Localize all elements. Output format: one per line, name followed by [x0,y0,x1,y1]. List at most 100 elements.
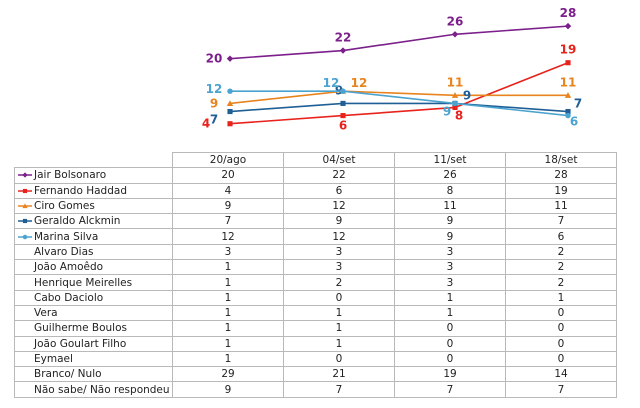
table-cell: 1 [172,274,284,291]
table-cell: 8 [394,182,506,199]
row-label: Eymael [34,353,73,365]
table-cell: 7 [394,381,506,398]
row-label-cell: Fernando Haddad [14,182,173,199]
table-cell: 3 [172,243,284,261]
table-cell: 0 [394,320,506,337]
table-cell: 3 [283,243,395,261]
data-label: 11 [560,75,577,89]
table-cell: 3 [394,243,506,261]
data-point [226,100,234,106]
legend-marker [22,188,28,193]
row-label: Vera [34,307,58,320]
series-line [230,90,569,117]
data-label: 19 [560,43,577,57]
series-group: 20 22 26 28 [206,6,577,66]
table-cell: 0 [394,335,506,352]
data-label: 12 [206,82,223,96]
row-label-cell: João Amoêdo [14,259,173,276]
table-cell: 2 [283,274,395,291]
data-label: 28 [560,6,577,20]
data-point [565,60,571,66]
table-cell: 0 [283,289,395,306]
table-cell: 0 [505,320,617,337]
table-cell: 1 [172,350,284,368]
data-point [452,104,458,111]
data-point [227,121,233,127]
table-row: Marina Silva 12 12 9 6 [14,228,617,245]
data-point [451,92,459,98]
row-label: Cabo Daciolo [34,291,104,304]
data-label: 6 [570,115,578,129]
row-label-cell: Ciro Gomes [14,197,173,215]
table-cell: 3 [394,274,506,291]
table-row: Guilherme Boulos 1 1 0 0 [14,320,617,337]
table-cell: 11 [394,197,506,215]
table-cell: 0 [505,350,617,368]
table-cell: 14 [505,366,617,383]
data-label: 12 [323,76,340,90]
data-label: 8 [455,108,463,122]
table-row: João Goulart Filho 1 1 0 0 [14,335,617,352]
data-label: 4 [202,117,210,131]
row-label: Geraldo Alckmin [34,215,121,228]
table-cell: 4 [172,182,284,199]
table-cell: 19 [505,182,617,199]
row-label-cell: Branco/ Nulo [14,366,173,383]
table-cell: 26 [394,167,506,184]
table-cell: 20 [172,167,284,184]
table-cell: 2 [505,259,617,276]
table-cell: 1 [172,320,284,337]
data-point [340,113,346,119]
table-cell: 9 [394,228,506,245]
table-cell: 6 [505,228,617,245]
row-label-cell: João Goulart Filho [14,335,173,352]
data-point [452,100,458,107]
table-row: Eymael 1 0 0 0 [14,350,617,368]
table-cell: 28 [505,167,617,184]
table-header-row: 20/ago 04/set 11/set 18/set [14,151,617,169]
table-cell: 12 [283,197,395,215]
table-cell: 2 [505,274,617,291]
series-line [229,90,568,105]
legend-key [18,217,32,225]
data-label: 7 [210,113,218,127]
legend-key [18,187,32,195]
table-cell: 22 [283,167,395,184]
series-group: 9 12 11 11 [210,75,577,110]
table-cell: 7 [505,381,617,398]
data-point [564,22,572,30]
row-label: Branco/ Nulo [34,368,102,381]
table-row: João Amoêdo 1 3 3 2 [14,259,617,276]
row-label: Marina Silva [34,230,99,243]
data-label: 9 [443,104,451,118]
data-point [451,31,459,38]
series-line [229,25,569,60]
table-cell: 0 [505,335,617,352]
row-label: Não sabe/ Não respondeu [34,383,170,396]
row-label: Ciro Gomes [34,200,95,213]
table-row: Henrique Meirelles 1 2 3 2 [14,274,617,291]
series-group: 12 12 9 6 [206,76,579,128]
row-label: Guilherme Boulos [34,322,127,335]
table-cell: 19 [394,366,506,383]
table-cell: 1 [172,335,284,352]
data-label: 22 [335,31,352,45]
table-cell: 3 [283,259,395,276]
row-label-cell: Alvaro Dias [14,243,173,261]
row-label: João Goulart Filho [34,337,127,350]
legend-key [18,233,32,241]
data-point [340,88,346,94]
data-label: 12 [351,76,368,90]
series-line [229,61,569,125]
row-label-cell: Guilherme Boulos [14,320,173,337]
row-label-cell: Henrique Meirelles [14,274,173,291]
table-cell: 9 [172,197,284,215]
table-row: Alvaro Dias 3 3 3 2 [14,243,617,261]
column-header: 18/set [505,151,617,169]
row-label-cell: Eymael [14,350,173,368]
table-cell: 1 [283,320,395,337]
row-label-cell: Geraldo Alckmin [14,213,173,230]
column-header: 11/set [394,151,506,169]
table-row: Não sabe/ Não respondeu 9 7 7 7 [14,381,617,398]
